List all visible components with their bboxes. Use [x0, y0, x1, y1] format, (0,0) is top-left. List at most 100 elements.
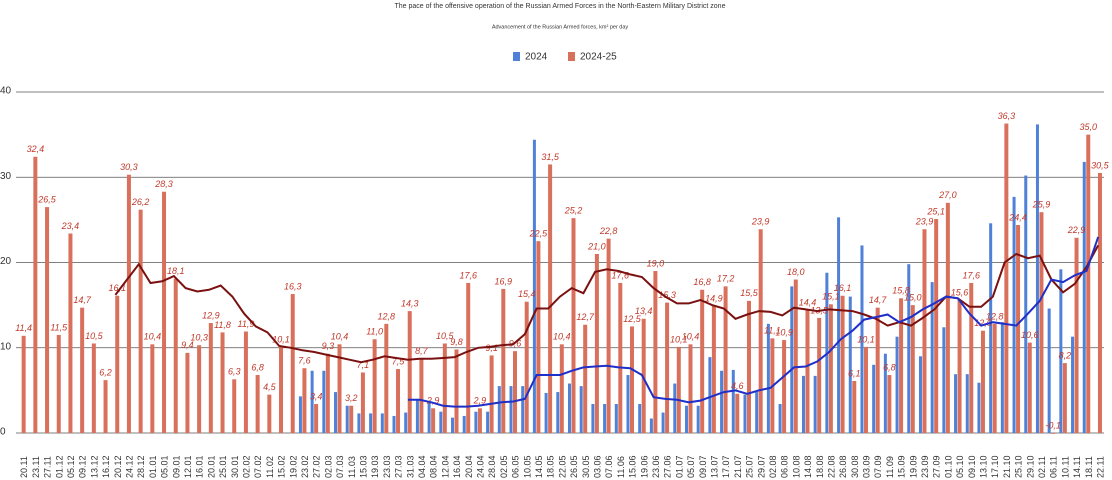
value-label: 6,8	[883, 362, 896, 372]
bar	[684, 405, 688, 433]
value-label: 14,9	[705, 293, 723, 303]
value-label: 8,2	[1059, 350, 1072, 360]
value-label: 11,5	[50, 322, 68, 332]
value-label: 32,4	[27, 144, 45, 154]
x-tick-label: 05.10	[955, 455, 965, 478]
x-tick-label: 03.09	[862, 455, 872, 478]
x-tick-label: 30.05	[581, 455, 591, 478]
bar	[103, 380, 108, 433]
value-label: 17,6	[612, 270, 630, 280]
bar	[875, 307, 880, 433]
x-tick-label: 14.11	[1072, 456, 1082, 478]
bar	[536, 241, 541, 433]
x-tick-label: 22.05	[557, 455, 567, 478]
value-label: 27,0	[938, 190, 957, 200]
value-label: 9,4	[181, 340, 194, 350]
bar	[863, 346, 868, 433]
bar	[1016, 224, 1021, 433]
x-tick-label: 23.02	[300, 455, 310, 478]
value-label: 10,9	[775, 327, 793, 337]
bar	[828, 304, 833, 433]
value-label: 9,1	[485, 343, 498, 353]
x-tick-label: 12.01	[183, 455, 193, 478]
x-tick-label: 15.02	[277, 455, 287, 478]
x-tick-label: 10.05	[522, 455, 532, 478]
x-tick-label: 23.03	[382, 455, 392, 478]
x-tick-label: 16.12	[101, 455, 111, 478]
value-label: 12,5	[623, 314, 642, 324]
x-tick-label: 18.11	[1084, 456, 1094, 478]
bar	[618, 282, 623, 433]
value-label: 26,2	[131, 197, 150, 207]
bar	[840, 295, 845, 433]
bar	[243, 331, 248, 433]
bar	[325, 353, 330, 433]
bar	[626, 375, 630, 433]
bar	[68, 233, 73, 433]
bar	[357, 413, 361, 433]
value-label: 13,4	[635, 306, 653, 316]
x-tick-label: 20.11	[19, 456, 29, 478]
bar	[1059, 269, 1063, 433]
value-label: 12,0	[974, 318, 992, 328]
bar	[21, 335, 26, 433]
bar	[629, 326, 634, 433]
chart-title: The pace of the offensive operation of t…	[395, 3, 726, 10]
legend-label: 2024	[525, 52, 548, 63]
value-label: 3,2	[345, 393, 358, 403]
trend-line	[114, 244, 1100, 364]
bar	[583, 324, 588, 433]
bar	[173, 278, 178, 433]
bar	[314, 404, 319, 433]
bar	[887, 375, 892, 433]
x-tick-label: 19.09	[908, 455, 918, 478]
value-label: 16,3	[284, 281, 302, 291]
x-tick-label: 25.07	[745, 455, 755, 478]
bar	[33, 156, 38, 434]
value-label: 3,4	[310, 391, 323, 401]
bar	[439, 411, 443, 433]
bar	[255, 375, 260, 433]
bar	[1097, 172, 1102, 434]
bar	[115, 295, 120, 433]
value-label: 19,0	[647, 258, 665, 268]
bar	[1027, 342, 1032, 433]
x-tick-label: 09.01	[171, 455, 181, 478]
bar	[649, 418, 653, 433]
x-tick-label: 27.11	[43, 456, 53, 478]
x-tick-label: 06.05	[511, 455, 521, 478]
bar	[700, 289, 705, 433]
bar	[766, 323, 770, 433]
bar	[466, 282, 471, 433]
y-tick-label: 20	[0, 256, 12, 267]
value-label: 16,1	[108, 283, 126, 293]
x-tick-label: 04.04	[417, 455, 427, 478]
x-tick-label: 23.06	[651, 455, 661, 478]
bar	[665, 302, 670, 433]
x-tick-label: 01.07	[674, 455, 684, 478]
bar	[579, 386, 583, 433]
bar	[860, 245, 864, 433]
bar	[957, 300, 962, 433]
bar	[746, 300, 751, 433]
bar	[801, 375, 805, 433]
value-label: -0,1	[1045, 420, 1061, 430]
x-tick-label: 24.12	[125, 455, 135, 478]
bar	[404, 412, 408, 433]
x-tick-label: 28.12	[136, 455, 146, 478]
bar	[837, 217, 841, 433]
bar	[126, 174, 131, 433]
bar	[548, 164, 553, 433]
value-label: 22,5	[529, 229, 549, 239]
x-tick-label: 14.08	[803, 455, 813, 478]
x-tick-label: 23.11	[31, 456, 41, 478]
value-label: 2,9	[426, 396, 440, 406]
x-tick-label: 19.02	[288, 455, 298, 478]
bar	[532, 139, 536, 434]
x-tick-label: 20.12	[113, 455, 123, 478]
bar	[138, 209, 143, 433]
value-label: 17,6	[962, 270, 980, 280]
bar	[918, 356, 922, 433]
x-tick-label: 13.12	[89, 455, 99, 478]
